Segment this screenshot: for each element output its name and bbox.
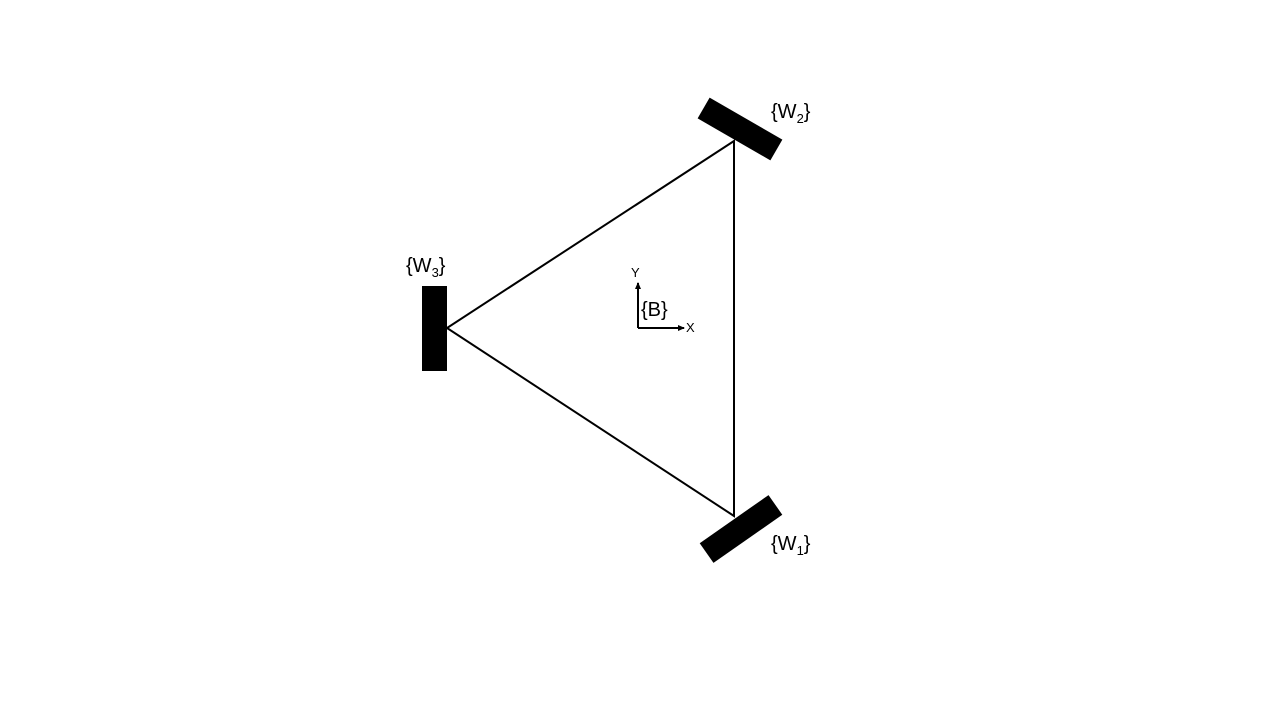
body-frame-label: {B} bbox=[641, 299, 668, 321]
x-axis-label: X bbox=[686, 320, 695, 335]
chassis-triangle bbox=[445, 139, 735, 518]
wheel-1-label: {W1} bbox=[771, 533, 811, 558]
wheel-2 bbox=[697, 97, 783, 161]
wheel-3-label: {W3} bbox=[406, 255, 446, 280]
y-axis-label: Y bbox=[631, 265, 640, 280]
wheel-1 bbox=[699, 495, 783, 563]
wheel-2-label: {W2} bbox=[771, 101, 811, 126]
wheel-3 bbox=[422, 286, 447, 371]
